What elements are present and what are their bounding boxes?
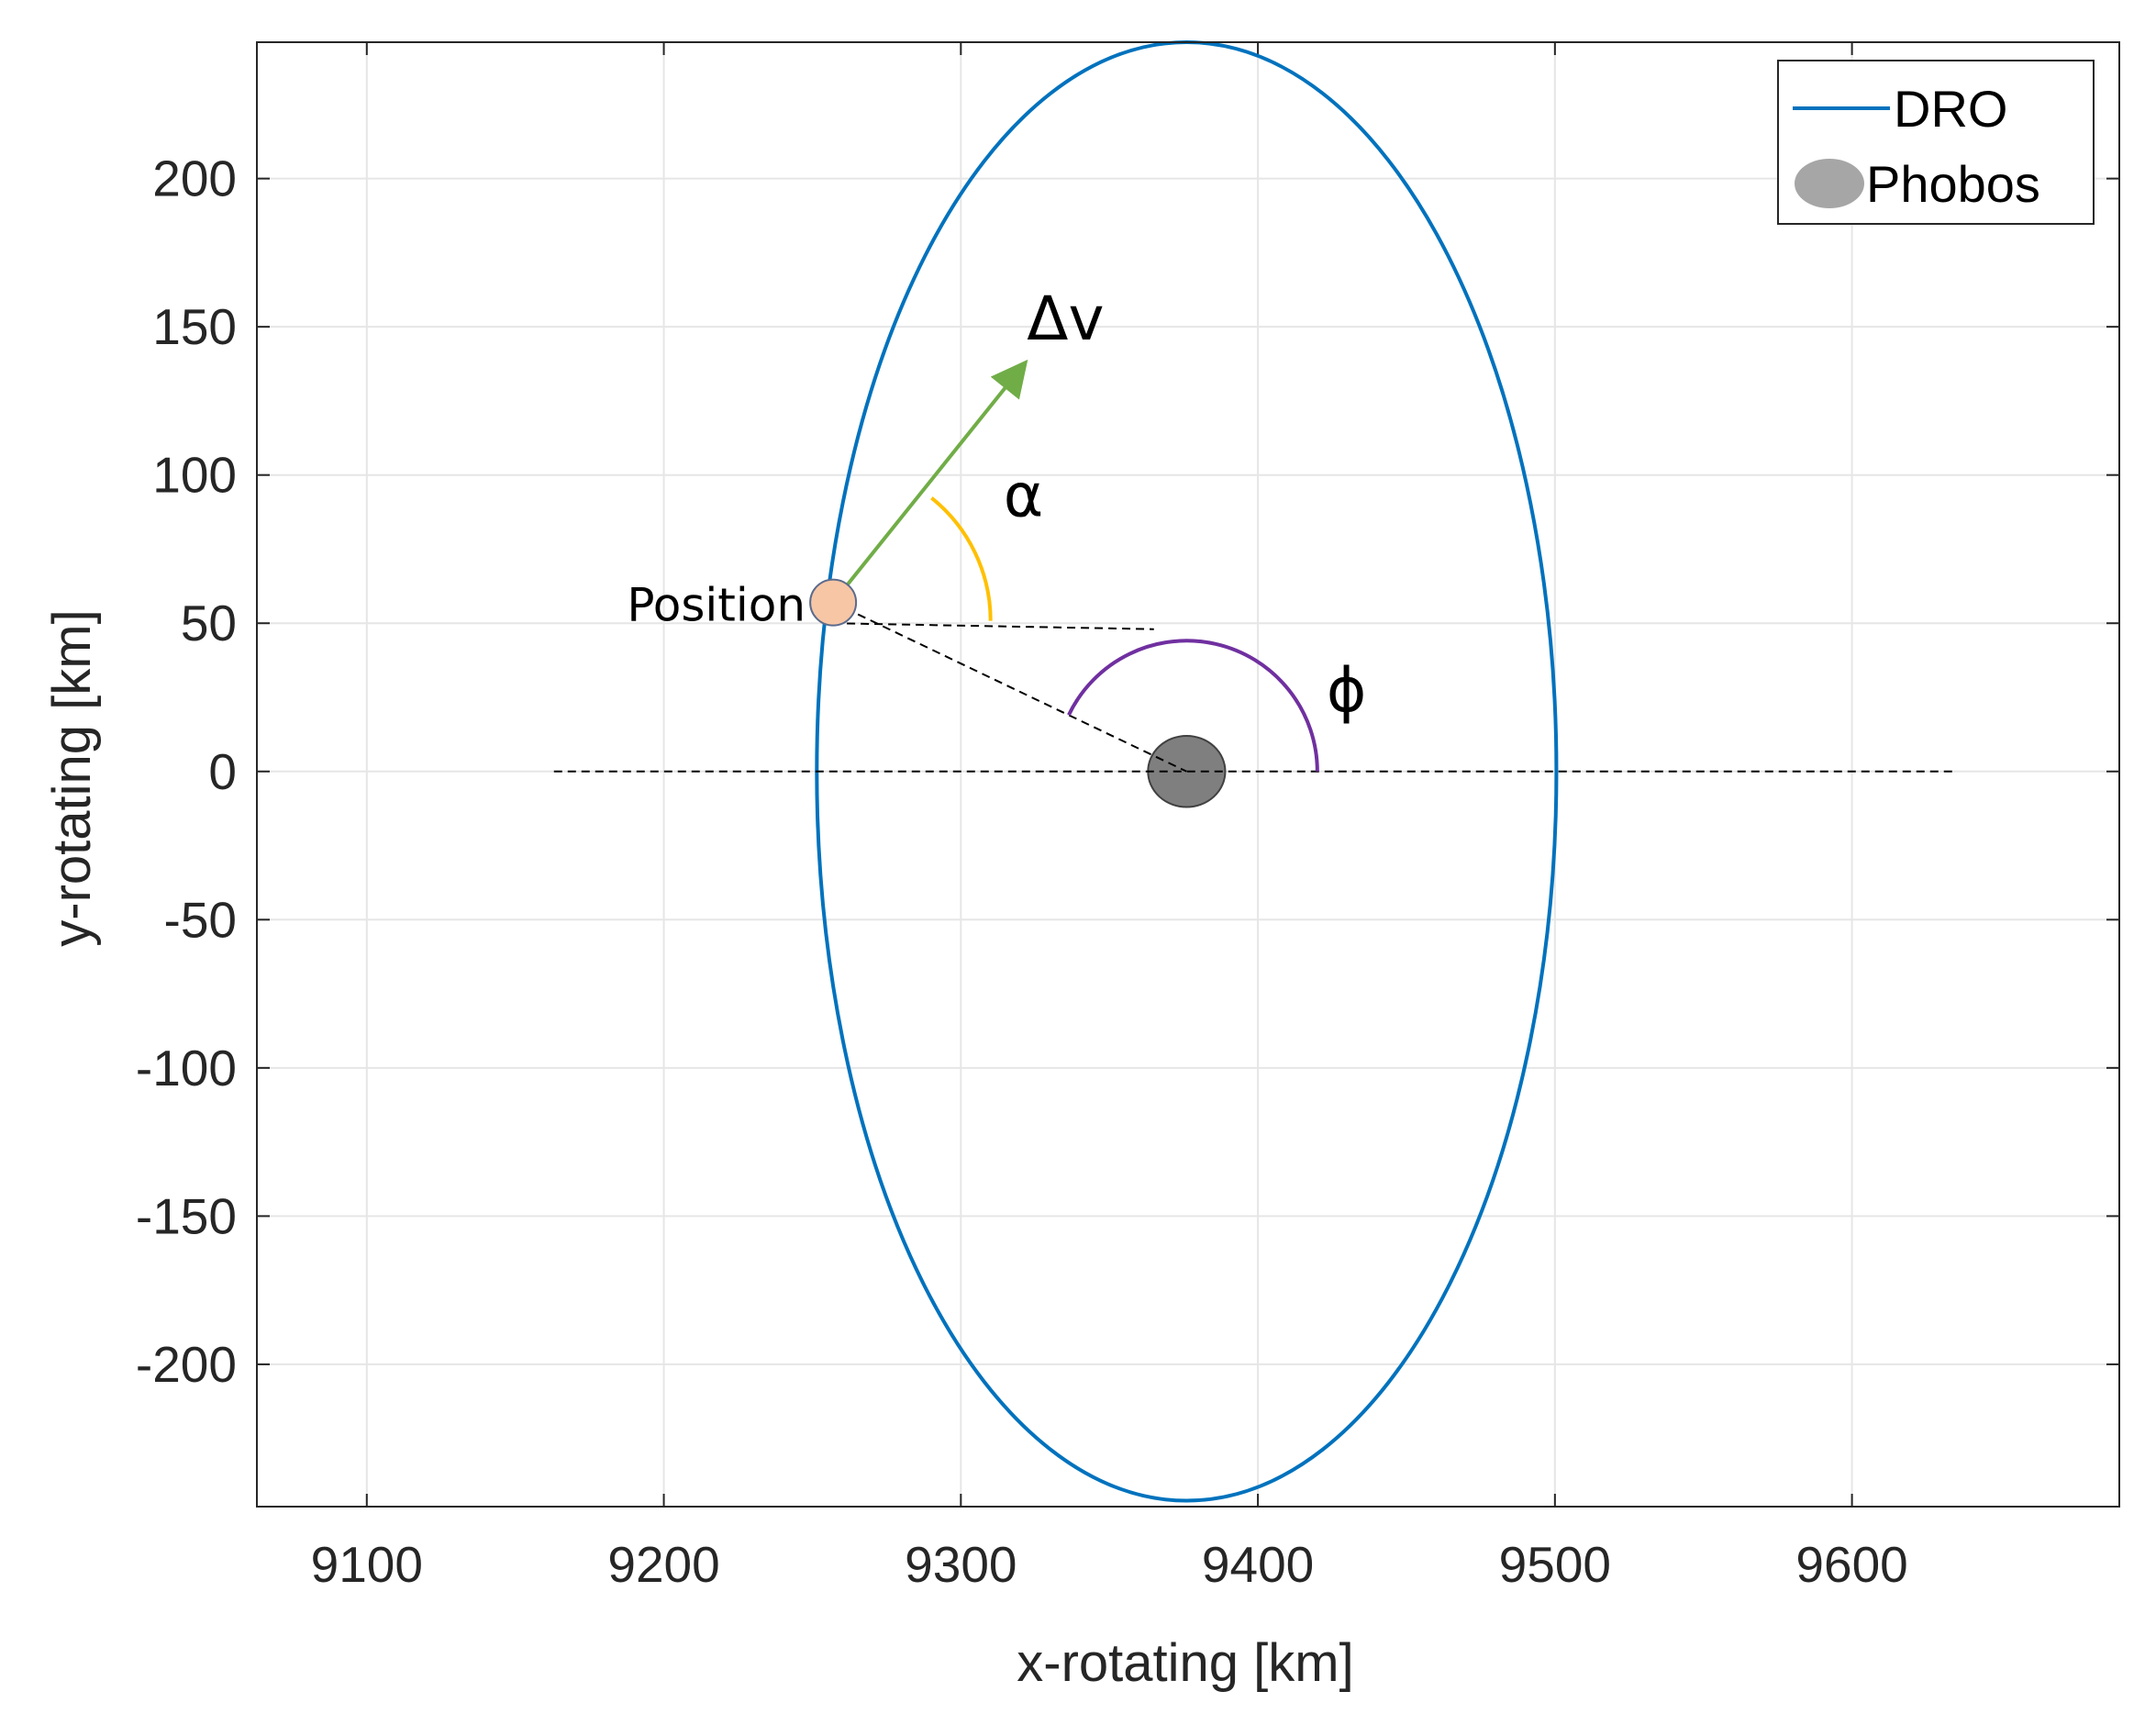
- y-tick-label: -50: [164, 891, 238, 948]
- legend-phobos-marker: [1795, 159, 1864, 208]
- legend-dro-label: DRO: [1894, 80, 2007, 138]
- x-tick-label: 9300: [905, 1536, 1017, 1593]
- x-tick-label: 9200: [607, 1536, 719, 1593]
- annotations: ϕ α Δv Position: [553, 284, 1953, 773]
- y-tick-label: 100: [152, 447, 237, 504]
- y-tick-label: -100: [136, 1040, 237, 1096]
- horizontal-reference-dashed-line: [833, 622, 1154, 630]
- tick-labels: 9100 9200 9300 9400 9500 9600 200 150 100 50 0 -50 -…: [136, 150, 1908, 1593]
- x-tick-label: 9100: [311, 1536, 423, 1593]
- plot-frame: [256, 41, 2120, 1508]
- delta-v-label: Δv: [1027, 284, 1104, 354]
- alpha-angle-arc: [930, 496, 993, 621]
- legend-phobos-label: Phobos: [1866, 155, 2040, 213]
- ticks: [257, 42, 2119, 1507]
- x-axis-label: x-rotating [km]: [1017, 1633, 1353, 1693]
- radial-dashed-line: [832, 601, 1187, 773]
- y-tick-label: 50: [181, 595, 237, 651]
- y-axis-label: y-rotating [km]: [42, 609, 102, 946]
- legend: DRO Phobos: [1777, 60, 2095, 225]
- alpha-label: α: [1004, 461, 1044, 531]
- phi-label: ϕ: [1327, 655, 1367, 726]
- y-tick-label: 0: [208, 743, 237, 800]
- delta-v-arrow: [831, 359, 1028, 604]
- x-tick-label: 9400: [1202, 1536, 1314, 1593]
- x-tick-label: 9500: [1499, 1536, 1611, 1593]
- position-label: Position: [627, 579, 806, 632]
- y-tick-label: 200: [152, 150, 237, 207]
- y-tick-label: -150: [136, 1187, 237, 1244]
- y-tick-label: -200: [136, 1336, 237, 1393]
- x-tick-label: 9600: [1795, 1536, 1907, 1593]
- position-marker: [809, 578, 858, 627]
- phi-angle-arc: [1067, 639, 1319, 772]
- y-tick-label: 150: [152, 298, 237, 355]
